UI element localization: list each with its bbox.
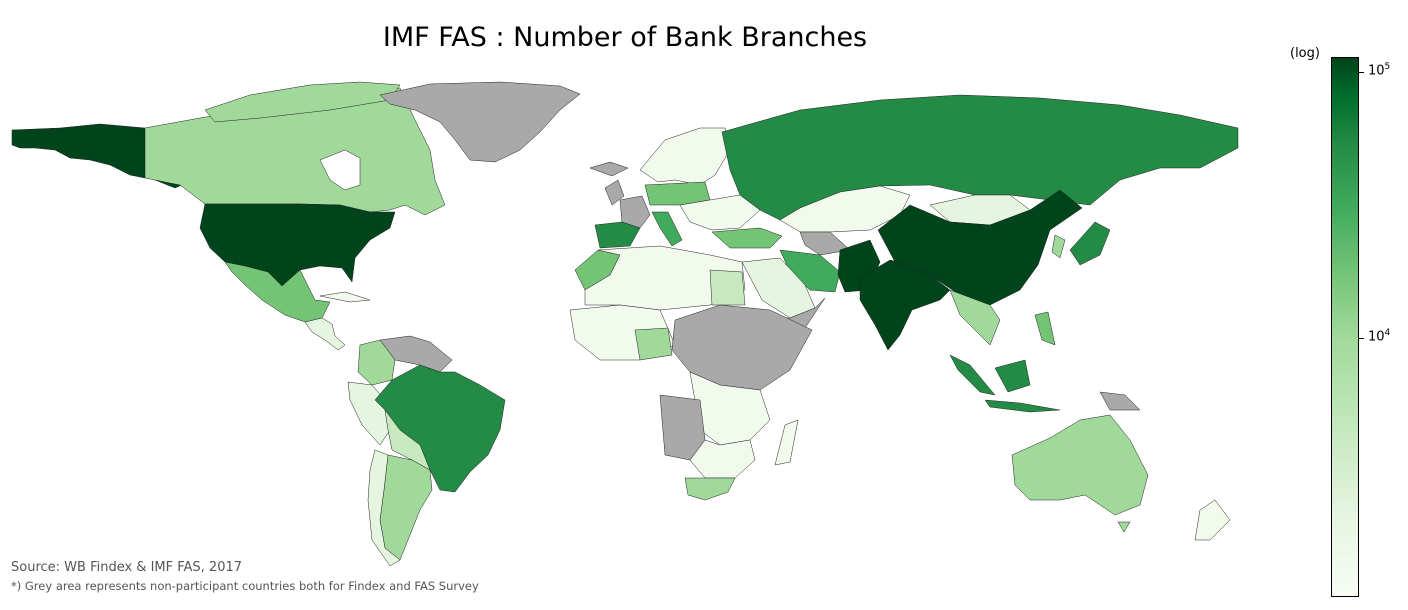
colorbar-tick-label-1e4: 104 — [1368, 328, 1390, 344]
region-nigeria — [634, 327, 673, 361]
colorbar-tick-exp-1e5: 5 — [1384, 62, 1391, 72]
grey-area-footnote: *) Grey area represents non-participant … — [11, 579, 479, 593]
map-title: IMF FAS : Number of Bank Branches — [382, 22, 868, 53]
region-iceland — [589, 161, 629, 177]
region-eastern-europe — [679, 194, 761, 231]
colorbar-gradient — [1331, 57, 1359, 597]
source-note: Source: WB Findex & IMF FAS, 2017 — [11, 560, 243, 575]
region-venezuela-guyana — [379, 335, 453, 373]
colorbar-tick-1e5 — [1359, 72, 1364, 73]
region-china — [877, 189, 1083, 306]
region-new-guinea — [1099, 391, 1141, 411]
colorbar-tick-1e4 — [1359, 338, 1364, 339]
region-philippines — [1034, 311, 1056, 346]
region-turkey — [711, 227, 783, 249]
region-greenland — [379, 81, 581, 163]
region-southeast-asia — [949, 289, 1001, 346]
region-tasmania — [1117, 521, 1131, 533]
region-japan — [1069, 221, 1111, 266]
colorbar-tick-base-1e4: 10 — [1368, 329, 1385, 345]
region-italy — [651, 211, 683, 247]
region-chile — [367, 449, 401, 567]
region-cuba — [319, 291, 371, 303]
region-australia — [1011, 414, 1149, 516]
region-hudson-bay — [319, 149, 361, 191]
region-indonesia-borneo — [994, 359, 1031, 393]
region-south-africa — [684, 477, 736, 501]
region-argentina — [379, 454, 433, 561]
region-new-zealand — [1194, 499, 1231, 541]
colorbar-unit-label: (log) — [1290, 46, 1320, 61]
region-madagascar — [774, 419, 799, 466]
region-france — [619, 195, 651, 229]
region-central-africa — [671, 304, 813, 391]
region-spain — [594, 221, 641, 249]
region-indonesia-java — [984, 399, 1061, 413]
world-choropleth-map — [11, 81, 1239, 567]
colorbar-tick-label-1e5: 105 — [1368, 62, 1390, 78]
region-korea — [1051, 234, 1066, 259]
region-scandinavia — [639, 127, 731, 186]
colorbar-tick-exp-1e4: 4 — [1384, 328, 1391, 338]
region-uk — [604, 179, 625, 206]
region-central-america — [304, 317, 346, 351]
region-alaska — [11, 123, 146, 179]
region-egypt — [709, 269, 746, 306]
region-indonesia-sumatra — [949, 354, 996, 396]
colorbar-tick-base-1e5: 10 — [1368, 63, 1385, 79]
region-mexico — [224, 261, 331, 323]
region-central-asia-stans — [799, 231, 851, 256]
